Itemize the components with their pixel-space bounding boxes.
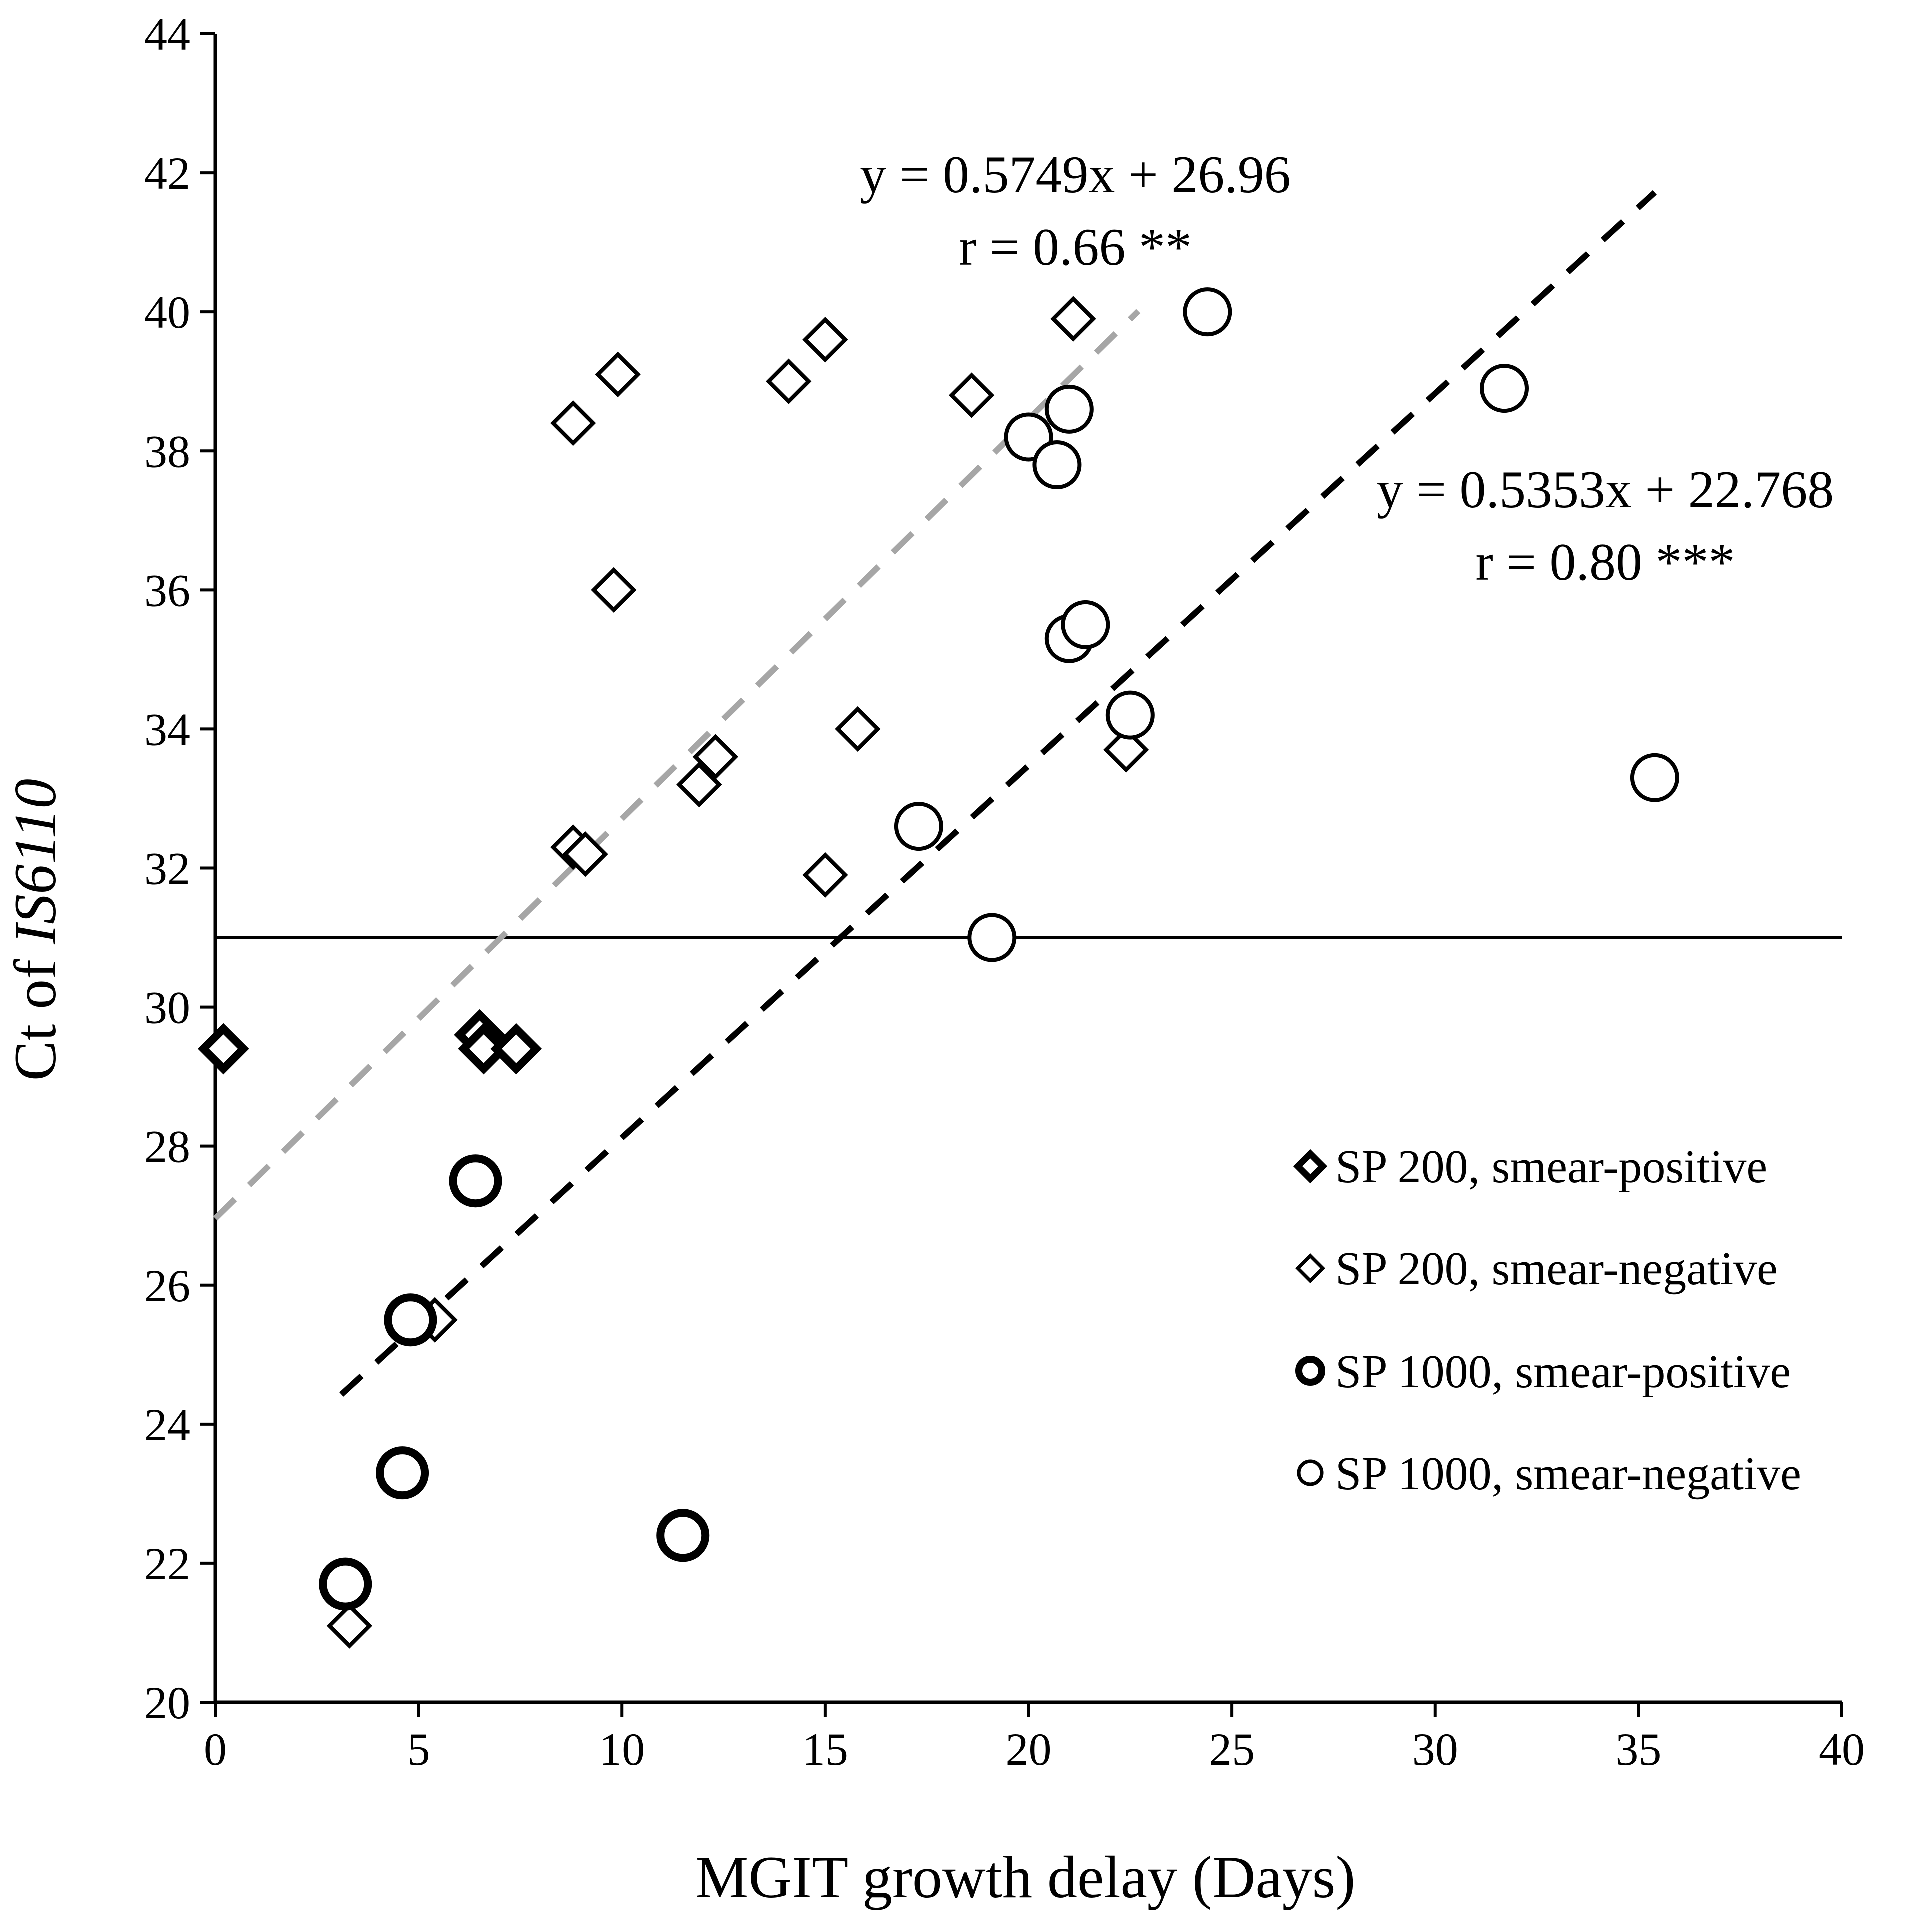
y-tick-label: 26 — [144, 1260, 190, 1312]
x-tick-label: 5 — [407, 1724, 430, 1775]
x-tick-label: 25 — [1209, 1724, 1255, 1775]
point-circle-series-3 — [1061, 600, 1110, 650]
point-diamond-series-1 — [326, 1603, 373, 1649]
x-tick-label: 15 — [802, 1724, 848, 1775]
legend-item-sp200-smear-negative: SP 200, smear-negative — [1295, 1243, 1778, 1295]
trendlines — [213, 190, 1657, 1397]
legend-label: SP 1000, smear-positive — [1335, 1346, 1791, 1398]
y-tick-label: 44 — [144, 9, 190, 60]
data-points — [197, 288, 1679, 1649]
axes: 20 22 24 26 28 30 32 34 36 38 40 42 44 0 5 10 15 20 25 30 35… — [144, 9, 1865, 1775]
x-tick-label: 30 — [1412, 1724, 1458, 1775]
point-diamond-series-1 — [591, 567, 637, 613]
legend: SP 200, smear-positive SP 200, smear-neg… — [1293, 1141, 1801, 1500]
legend-item-sp1000-smear-positive: SP 1000, smear-positive — [1295, 1346, 1791, 1398]
trendline-r-sp200: r = 0.66 ** — [959, 218, 1192, 276]
point-diamond-series-1 — [835, 706, 881, 752]
trendline-equation-sp1000: y = 0.5353x + 22.768 — [1377, 460, 1834, 519]
legend-label: SP 200, smear-negative — [1335, 1243, 1778, 1295]
point-circle-series-3 — [1630, 753, 1679, 802]
legend-circle-bold-icon — [1295, 1356, 1325, 1386]
x-tick-label: 10 — [599, 1724, 645, 1775]
point-diamond-series-1 — [595, 352, 641, 398]
point-diamond-series-0 — [490, 1023, 542, 1075]
point-circle-series-2 — [384, 1294, 437, 1347]
point-circle-series-2 — [319, 1558, 372, 1611]
point-diamond-series-1 — [562, 832, 608, 878]
y-tick-label: 40 — [144, 287, 190, 338]
point-circle-series-2 — [449, 1154, 502, 1208]
y-tick-label: 20 — [144, 1678, 190, 1728]
point-diamond-series-1 — [550, 400, 596, 446]
point-circle-series-3 — [1480, 364, 1529, 414]
point-diamond-series-1 — [1050, 296, 1096, 342]
y-axis-title: Ct of IS6110 — [2, 779, 68, 1081]
trendline-sp1000 — [339, 190, 1657, 1397]
point-circle-series-3 — [967, 913, 1017, 962]
point-diamond-series-1 — [948, 372, 995, 418]
point-diamond-series-0 — [458, 1023, 510, 1075]
x-tick-label: 20 — [1006, 1724, 1052, 1775]
point-circle-series-2 — [376, 1446, 429, 1500]
x-tick-label: 40 — [1819, 1724, 1865, 1775]
point-circle-series-3 — [1105, 690, 1155, 740]
y-tick-label: 38 — [144, 426, 190, 477]
point-circle-series-3 — [1032, 440, 1082, 490]
y-tick-label: 32 — [144, 844, 190, 894]
trendline-r-sp1000: r = 0.80 *** — [1475, 533, 1735, 592]
legend-item-sp200-smear-positive: SP 200, smear-positive — [1293, 1141, 1767, 1193]
y-tick-label: 42 — [144, 148, 190, 199]
point-circle-series-3 — [894, 802, 943, 852]
point-diamond-series-1 — [676, 762, 722, 808]
point-circle-series-3 — [1044, 384, 1094, 434]
y-tick-label: 22 — [144, 1538, 190, 1590]
point-diamond-series-1 — [1103, 727, 1149, 773]
y-tick-label: 34 — [144, 704, 190, 755]
trendline-sp200 — [213, 309, 1141, 1221]
y-tick-label: 36 — [144, 565, 190, 616]
point-circle-series-3 — [1183, 288, 1232, 337]
legend-circle-thin-icon — [1297, 1460, 1324, 1486]
point-diamond-series-1 — [692, 734, 738, 780]
x-tick-label: 0 — [204, 1724, 227, 1775]
point-diamond-series-1 — [802, 317, 848, 363]
point-circle-series-2 — [656, 1509, 710, 1562]
x-tick-label: 35 — [1615, 1724, 1661, 1775]
point-diamond-series-0 — [197, 1023, 249, 1075]
point-diamond-series-1 — [802, 852, 848, 898]
y-tick-label: 30 — [144, 982, 190, 1034]
x-axis-title: MGIT growth delay (Days) — [695, 1844, 1356, 1910]
legend-diamond-thin-icon — [1295, 1254, 1325, 1284]
legend-label: SP 200, smear-positive — [1335, 1141, 1767, 1193]
trendline-equation-sp200: y = 0.5749x + 26.96 — [860, 146, 1291, 204]
legend-item-sp1000-smear-negative: SP 1000, smear-negative — [1297, 1448, 1801, 1500]
legend-label: SP 1000, smear-negative — [1335, 1448, 1801, 1500]
y-tick-label: 24 — [144, 1400, 190, 1450]
point-diamond-series-1 — [766, 358, 812, 404]
y-tick-label: 28 — [144, 1122, 190, 1172]
legend-diamond-bold-icon — [1293, 1149, 1328, 1184]
